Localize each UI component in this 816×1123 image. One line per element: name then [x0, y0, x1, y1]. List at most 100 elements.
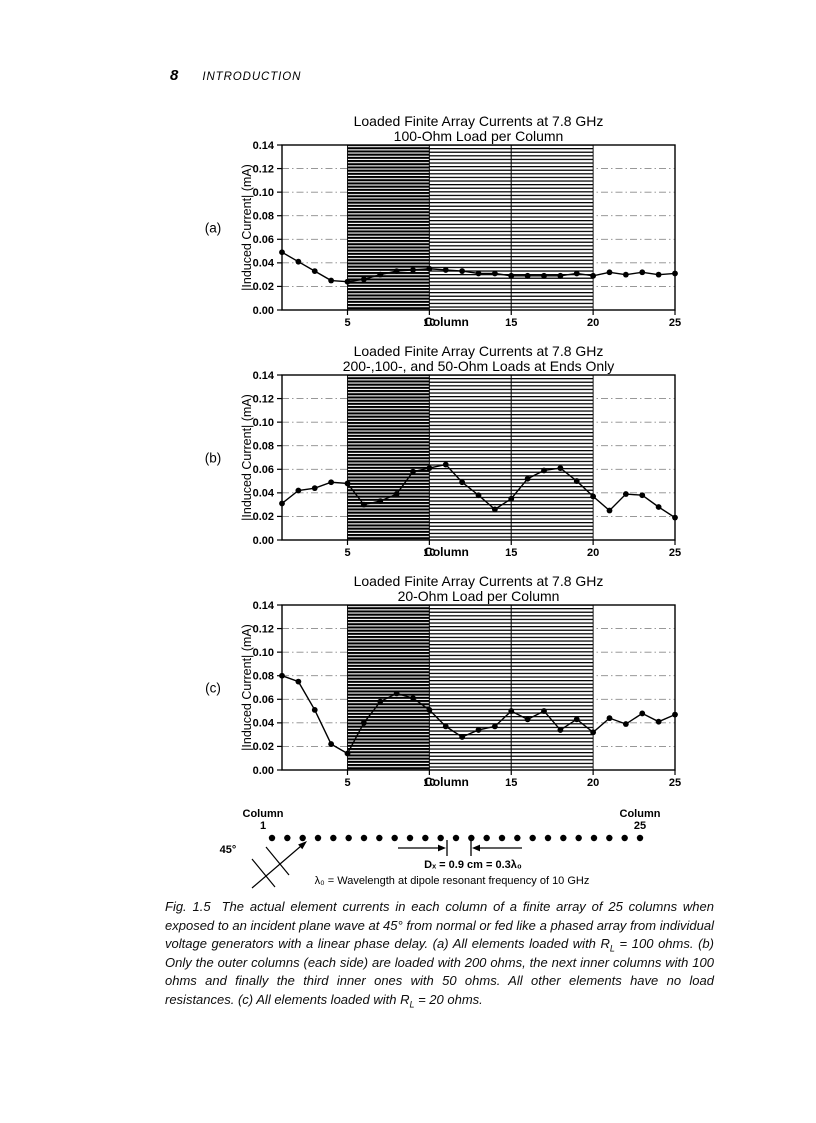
array-dot	[376, 834, 383, 842]
panel-label: (a)	[205, 221, 222, 236]
chart-panel-c: 0.00 0.02 0.04 0.06 0.08 0.10 0.12 0.14 5 10 15 20 2…	[205, 573, 681, 789]
data-point	[410, 468, 416, 475]
array-dot	[360, 834, 368, 842]
data-point	[508, 272, 515, 279]
x-tick-label: 10	[423, 777, 435, 789]
figure-caption: Fig. 1.5 The actual element currents in e…	[165, 899, 714, 1010]
data-point	[377, 271, 384, 278]
y-tick-label: 0.00	[253, 535, 274, 547]
y-axis-label: |Induced Current| (mA)	[240, 394, 254, 521]
array-dot	[299, 834, 306, 842]
data-point	[622, 721, 629, 727]
data-point	[311, 485, 318, 492]
x-tick-label: 20	[587, 547, 599, 559]
data-point	[622, 271, 629, 278]
y-tick-label: 0.08	[253, 211, 274, 223]
data-point	[377, 498, 384, 505]
data-point	[459, 734, 466, 740]
data-point	[426, 265, 433, 272]
data-point	[393, 268, 400, 275]
shaded-band	[429, 375, 512, 540]
x-axis-label: Column	[424, 775, 469, 789]
wavefront-line	[251, 858, 276, 888]
panel-label: (b)	[205, 451, 222, 466]
data-point	[672, 270, 678, 277]
y-tick-label: 0.02	[253, 511, 274, 523]
y-tick-label: 0.12	[253, 393, 274, 405]
y-tick-label: 0.04	[253, 488, 275, 500]
data-point	[639, 710, 646, 717]
data-point	[410, 267, 416, 273]
chart-panel-b: 0.00 0.02 0.04 0.06 0.08 0.10 0.12 0.14 5 10 15 20 2…	[205, 343, 681, 559]
x-tick-label: 15	[505, 777, 517, 789]
shaded-band	[429, 605, 512, 770]
data-point	[491, 270, 498, 277]
array-dot	[575, 834, 582, 842]
y-tick-label: 0.10	[253, 417, 274, 429]
x-tick-label: 25	[669, 777, 681, 789]
y-tick-label: 0.02	[253, 741, 274, 753]
data-point	[295, 487, 302, 494]
plot-border	[281, 144, 676, 311]
array-dot	[437, 834, 444, 842]
data-point	[295, 258, 302, 265]
data-point	[393, 690, 400, 697]
array-dot	[468, 834, 475, 842]
array-dot	[330, 834, 337, 842]
y-tick-label: 0.06	[253, 464, 274, 476]
data-point	[655, 271, 662, 278]
wavelength-note: λ₀ = Wavelength at dipole resonant frequ…	[315, 875, 590, 887]
data-point	[311, 268, 318, 275]
y-tick-label: 0.06	[253, 234, 274, 246]
data-point	[377, 698, 384, 705]
array-dot	[422, 834, 429, 842]
data-point	[508, 708, 515, 714]
data-point	[459, 268, 466, 275]
data-point	[459, 479, 466, 486]
shaded-band	[511, 375, 594, 540]
x-tick-label: 25	[669, 547, 681, 559]
x-axis-label: Column	[424, 545, 469, 559]
data-point	[328, 479, 335, 486]
data-point	[344, 480, 351, 487]
array-dot	[314, 834, 322, 842]
shaded-band	[347, 375, 430, 540]
array-dot	[636, 834, 644, 842]
data-point	[573, 478, 580, 484]
data-point	[344, 750, 351, 757]
data-point	[524, 272, 531, 279]
x-tick-label: 10	[423, 317, 435, 329]
data-point	[491, 723, 498, 730]
x-tick-label: 15	[505, 547, 517, 559]
data-point	[590, 272, 597, 279]
chart-subtitle: 100-Ohm Load per Column	[394, 128, 564, 144]
array-dot	[590, 834, 598, 842]
y-axis-label: |Induced Current| (mA)	[240, 624, 254, 751]
array-dot	[560, 834, 567, 842]
y-tick-label: 0.08	[253, 671, 274, 683]
data-point	[442, 461, 449, 468]
y-tick-label: 0.04	[253, 258, 275, 270]
plot-border	[281, 604, 676, 771]
array-dot	[345, 834, 352, 842]
incidence-arrow	[251, 845, 302, 889]
array-dot	[544, 834, 552, 842]
array-dot	[498, 834, 506, 842]
data-point	[606, 715, 613, 722]
data-point	[426, 465, 433, 472]
shaded-band	[511, 145, 594, 310]
data-point	[672, 711, 678, 718]
data-point	[442, 267, 449, 273]
spacing-arrowhead	[438, 844, 446, 852]
data-point	[328, 741, 335, 747]
data-point	[573, 716, 580, 723]
data-point	[491, 506, 498, 513]
plot-border	[281, 374, 676, 541]
wavefront-line	[265, 846, 290, 876]
array-dot	[452, 834, 460, 842]
x-tick-label: 20	[587, 317, 599, 329]
x-tick-label: 5	[344, 547, 350, 559]
x-tick-label: 20	[587, 777, 599, 789]
data-point	[344, 278, 351, 285]
data-point	[573, 270, 580, 277]
